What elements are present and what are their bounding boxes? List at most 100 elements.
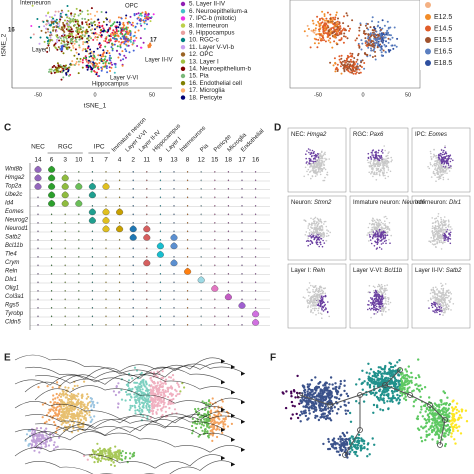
cell-dot	[176, 393, 179, 396]
cell-dot	[382, 39, 385, 42]
cell-dot	[358, 68, 361, 71]
cell-dot	[131, 21, 134, 24]
cell-dot	[349, 55, 352, 58]
cell-dot	[62, 76, 65, 79]
cell-dot	[384, 237, 386, 240]
cell-dot	[208, 403, 211, 406]
cell-dot	[364, 52, 366, 54]
cell-dot	[88, 59, 90, 62]
cell-dot	[116, 34, 119, 37]
cell-dot	[151, 412, 154, 415]
cell-dot	[319, 173, 322, 176]
cell-dot	[440, 288, 443, 290]
cell-dot	[141, 388, 144, 391]
cell-dot	[372, 220, 374, 222]
cell-dot	[306, 383, 309, 386]
cell-dot	[306, 163, 309, 166]
cell-dot	[444, 157, 446, 160]
cell-dot	[319, 229, 322, 231]
cell-dot	[69, 415, 72, 418]
cell-dot	[368, 304, 370, 306]
cell-dot	[109, 35, 112, 38]
cell-dot	[102, 27, 105, 30]
cell-dot	[315, 166, 318, 169]
cell-dot	[71, 30, 74, 33]
cell-dot	[133, 39, 136, 42]
cell-dot	[379, 174, 381, 177]
cell-dot	[437, 302, 439, 305]
cell-dot	[451, 228, 453, 230]
cell-dot	[335, 32, 338, 35]
cell-dot	[440, 248, 443, 250]
cell-dot	[384, 284, 386, 287]
cell-dot	[63, 66, 66, 69]
cell-dot	[330, 27, 333, 30]
cell-dot	[157, 398, 161, 401]
cell-dot	[75, 30, 77, 33]
cell-dot	[128, 408, 131, 411]
cell-dot	[336, 23, 339, 25]
cell-dot	[382, 222, 384, 225]
cell-dot	[216, 409, 219, 412]
cell-dot	[374, 50, 376, 53]
cell-dot	[442, 232, 444, 234]
cell-dot	[440, 216, 442, 219]
cell-dot	[370, 173, 372, 175]
cell-dot	[340, 30, 343, 33]
cell-dot	[69, 21, 72, 24]
cell-dot	[388, 308, 390, 311]
cell-dot	[115, 28, 118, 31]
cell-dot	[430, 298, 432, 301]
cell-dot	[52, 414, 56, 417]
cell-dot	[369, 297, 372, 299]
cell-dot	[285, 390, 288, 393]
cell-dot	[320, 22, 323, 25]
cell-dot	[92, 32, 95, 35]
cell-dot	[381, 19, 384, 22]
cell-dot	[439, 171, 442, 174]
cell-dot	[119, 37, 122, 40]
cell-dot	[321, 302, 323, 305]
cell-dot	[321, 292, 324, 295]
cell-dot	[98, 447, 101, 450]
cell-dot	[380, 307, 383, 310]
cell-dot	[443, 308, 446, 311]
cell-dot	[368, 240, 370, 242]
cell-dot	[139, 22, 142, 25]
cell-dot	[368, 285, 371, 287]
cell-dot	[96, 442, 99, 445]
cell-dot	[367, 161, 370, 164]
cell-dot	[103, 447, 106, 451]
cell-dot	[380, 154, 383, 157]
cell-dot	[82, 43, 85, 46]
cell-dot	[385, 310, 387, 313]
cell-dot	[125, 14, 128, 17]
cell-dot	[61, 34, 63, 37]
cell-dot	[383, 296, 386, 299]
cell-dot	[437, 213, 440, 215]
cell-dot	[84, 48, 87, 51]
cell-dot	[324, 303, 327, 306]
cell-dot	[381, 37, 384, 40]
cell-dot	[372, 156, 375, 158]
cell-dot	[158, 391, 161, 394]
cell-dot	[42, 434, 45, 437]
cell-dot	[378, 218, 381, 221]
cell-dot	[308, 223, 311, 226]
cell-dot	[115, 385, 118, 389]
cell-dot	[325, 225, 328, 228]
cell-dot	[325, 158, 328, 160]
cell-dot	[373, 35, 376, 38]
cell-dot	[315, 33, 318, 36]
cell-dot	[84, 55, 87, 58]
cell-dot	[375, 248, 378, 250]
cell-dot	[313, 307, 316, 310]
cell-dot	[183, 386, 186, 389]
cell-dot	[449, 160, 452, 163]
cell-dot	[390, 44, 393, 47]
cell-dot	[445, 168, 448, 171]
cell-dot	[316, 290, 319, 293]
cell-dot	[370, 242, 373, 245]
cell-dot	[121, 64, 124, 67]
cell-dot	[335, 11, 338, 14]
